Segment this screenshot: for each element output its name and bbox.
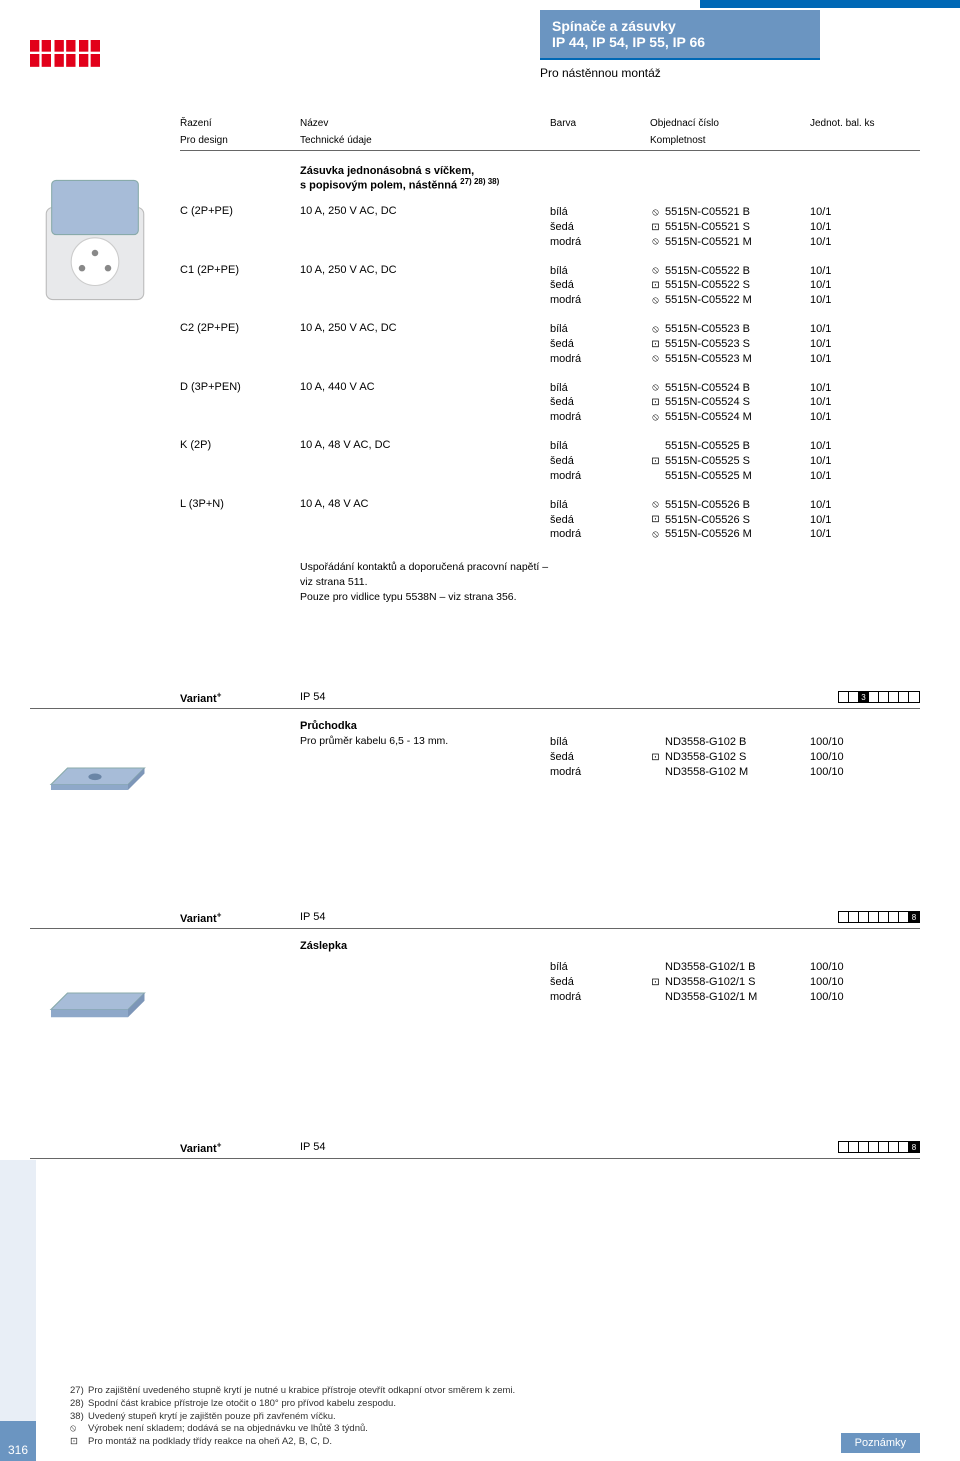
- cell-qty: 10/110/110/1: [810, 322, 910, 367]
- rule: [180, 150, 920, 151]
- cell-order: ⦸5515N-C05526 B⊡5515N-C05526 S⦸5515N-C05…: [650, 498, 810, 543]
- grid-indicator: 8: [720, 1141, 920, 1153]
- rule: [30, 1158, 920, 1159]
- col-h: Objednací číslo: [650, 118, 810, 129]
- column-headers-1: Řazení Název Barva Objednací číslo Jedno…: [180, 118, 920, 129]
- cell-qty: 10/110/110/1: [810, 205, 910, 250]
- footnote: ⊡Pro montáž na podklady třídy reakce na …: [70, 1436, 515, 1449]
- cell-nazev: 10 A, 250 V AC, DC: [300, 322, 550, 367]
- cell-order: ⦸5515N-C05523 B⊡5515N-C05523 S⦸5515N-C05…: [650, 322, 810, 367]
- section3-title: Záslepka: [300, 940, 347, 952]
- abb-logo: [30, 40, 100, 71]
- grid-indicator: 8: [720, 911, 920, 923]
- cell-order: ⦸5515N-C05524 B⊡5515N-C05524 S⦸5515N-C05…: [650, 381, 810, 426]
- product-image-socket: [40, 175, 160, 308]
- cell-qty: 10/110/110/1: [810, 264, 910, 309]
- cell-nazev: 10 A, 250 V AC, DC: [300, 264, 550, 309]
- cell-razeni: C1 (2P+PE): [180, 264, 300, 309]
- col-h: Barva: [550, 118, 650, 129]
- header-sub: Pro nástěnnou montáž: [540, 66, 661, 80]
- cell-barva: bílášedámodrá: [550, 205, 650, 250]
- cell-razeni: L (3P+N): [180, 498, 300, 543]
- col-h: Technické údaje: [300, 135, 550, 146]
- footnote: 28)Spodní část krabice přístroje lze oto…: [70, 1398, 515, 1411]
- col-h: Kompletnost: [650, 135, 810, 146]
- cell-qty: 10/110/110/1: [810, 498, 910, 543]
- footnote: 38)Uvedený stupeň krytí je zajištěn pouz…: [70, 1411, 515, 1424]
- grid-indicator: 3: [720, 691, 920, 703]
- section2-title: Průchodka: [300, 720, 357, 732]
- table-row: K (2P)10 A, 48 V AC, DCbílášedámodrá5515…: [180, 439, 920, 484]
- s1t1: Zásuvka jednonásobná s víčkem,: [300, 165, 474, 177]
- rule: [30, 928, 920, 929]
- cell-barva: bílášedámodrá: [550, 439, 650, 484]
- side-strip: [0, 1160, 36, 1421]
- section3-table: bílášedámodráND3558-G102/1 B⊡ND3558-G102…: [180, 960, 920, 1005]
- s1t2: s popisovým polem, nástěnná: [300, 180, 457, 192]
- notes-tab: Poznámky: [841, 1433, 920, 1453]
- variant-label: Variant+: [180, 1140, 300, 1155]
- cell-nazev: 10 A, 48 V AC: [300, 498, 550, 543]
- cell-qty: 10/110/110/1: [810, 439, 910, 484]
- col-h: Název: [300, 118, 550, 129]
- variant-label: Variant+: [180, 910, 300, 925]
- rule: [30, 708, 920, 709]
- section2-table: bílášedámodráND3558-G102 B⊡ND3558-G102 S…: [180, 735, 920, 780]
- table-row: D (3P+PEN)10 A, 440 V ACbílášedámodrá⦸55…: [180, 381, 920, 426]
- variant-label: Variant+: [180, 690, 300, 705]
- cell-barva: bílášedámodrá: [550, 322, 650, 367]
- footnote: ⦸Výrobek není skladem; dodává se na obje…: [70, 1423, 515, 1436]
- cell-nazev: 10 A, 440 V AC: [300, 381, 550, 426]
- footnotes: 27)Pro zajištění uvedeného stupně krytí …: [70, 1385, 515, 1449]
- col-h: [550, 135, 650, 146]
- section4-header: Variant+ IP 54 8: [180, 1140, 920, 1155]
- col-h: Jednot. bal. ks: [810, 118, 910, 129]
- cell-barva: bílášedámodrá: [550, 498, 650, 543]
- section1-note: Uspořádání kontaktů a doporučená pracovn…: [300, 556, 550, 604]
- cell-barva: bílášedámodrá: [550, 264, 650, 309]
- ip-label: IP 54: [300, 691, 720, 703]
- cell-nazev: 10 A, 48 V AC, DC: [300, 439, 550, 484]
- ip-label: IP 54: [300, 1141, 720, 1153]
- header-line2: IP 44, IP 54, IP 55, IP 66: [552, 34, 808, 50]
- section2-header: Variant+ IP 54 3: [180, 690, 920, 705]
- cell-order: ⦸5515N-C05521 B⊡5515N-C05521 S⦸5515N-C05…: [650, 205, 810, 250]
- cell-razeni: K (2P): [180, 439, 300, 484]
- cell-order: ⦸5515N-C05522 B⊡5515N-C05522 S⦸5515N-C05…: [650, 264, 810, 309]
- col-h: Řazení: [180, 118, 300, 129]
- cell-order: 5515N-C05525 B⊡5515N-C05525 S5515N-C0552…: [650, 439, 810, 484]
- section1-table: C (2P+PE)10 A, 250 V AC, DCbílášedámodrá…: [180, 205, 920, 618]
- footnote: 27)Pro zajištění uvedeného stupně krytí …: [70, 1385, 515, 1398]
- top-accent: [700, 0, 960, 8]
- s1sup: 27) 28) 38): [460, 177, 499, 186]
- ip-label: IP 54: [300, 911, 720, 923]
- table-row: C1 (2P+PE)10 A, 250 V AC, DCbílášedámodr…: [180, 264, 920, 309]
- cell-razeni: C (2P+PE): [180, 205, 300, 250]
- section1-title: Zásuvka jednonásobná s víčkem, s popisov…: [300, 165, 499, 192]
- column-headers-2: Pro design Technické údaje Kompletnost: [180, 135, 920, 146]
- col-h: [810, 135, 910, 146]
- table-row: L (3P+N)10 A, 48 V ACbílášedámodrá⦸5515N…: [180, 498, 920, 543]
- cell-razeni: D (3P+PEN): [180, 381, 300, 426]
- col-h: Pro design: [180, 135, 300, 146]
- section3-header: Variant+ IP 54 8: [180, 910, 920, 925]
- cell-razeni: C2 (2P+PE): [180, 322, 300, 367]
- header-line1: Spínače a zásuvky: [552, 18, 808, 34]
- cell-qty: 10/110/110/1: [810, 381, 910, 426]
- page-number: 316: [0, 1421, 36, 1461]
- category-header: Spínače a zásuvky IP 44, IP 54, IP 55, I…: [540, 10, 820, 60]
- table-row: C2 (2P+PE)10 A, 250 V AC, DCbílášedámodr…: [180, 322, 920, 367]
- cell-nazev: 10 A, 250 V AC, DC: [300, 205, 550, 250]
- cell-barva: bílášedámodrá: [550, 381, 650, 426]
- product-image-plug: [40, 960, 160, 1029]
- product-image-grommet: [40, 735, 160, 804]
- table-row: C (2P+PE)10 A, 250 V AC, DCbílášedámodrá…: [180, 205, 920, 250]
